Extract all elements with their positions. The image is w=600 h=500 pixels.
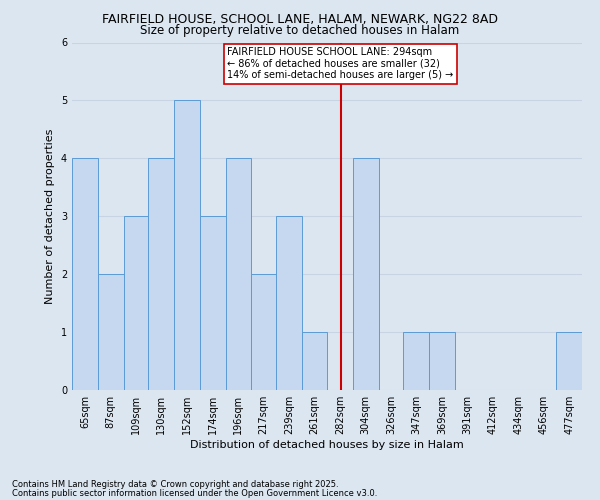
- Bar: [429, 332, 455, 390]
- Bar: [353, 158, 379, 390]
- Bar: [226, 158, 251, 390]
- Text: Contains HM Land Registry data © Crown copyright and database right 2025.: Contains HM Land Registry data © Crown c…: [12, 480, 338, 489]
- Text: FAIRFIELD HOUSE SCHOOL LANE: 294sqm
← 86% of detached houses are smaller (32)
14: FAIRFIELD HOUSE SCHOOL LANE: 294sqm ← 86…: [227, 47, 454, 80]
- Bar: [72, 158, 98, 390]
- Text: FAIRFIELD HOUSE, SCHOOL LANE, HALAM, NEWARK, NG22 8AD: FAIRFIELD HOUSE, SCHOOL LANE, HALAM, NEW…: [102, 12, 498, 26]
- Bar: [124, 216, 148, 390]
- Bar: [98, 274, 124, 390]
- Bar: [251, 274, 277, 390]
- Bar: [403, 332, 429, 390]
- X-axis label: Distribution of detached houses by size in Halam: Distribution of detached houses by size …: [190, 440, 464, 450]
- Bar: [148, 158, 174, 390]
- Bar: [277, 216, 302, 390]
- Y-axis label: Number of detached properties: Number of detached properties: [46, 128, 55, 304]
- Text: Size of property relative to detached houses in Halam: Size of property relative to detached ho…: [140, 24, 460, 37]
- Bar: [174, 100, 200, 390]
- Text: Contains public sector information licensed under the Open Government Licence v3: Contains public sector information licen…: [12, 488, 377, 498]
- Bar: [200, 216, 226, 390]
- Bar: [302, 332, 327, 390]
- Bar: [556, 332, 582, 390]
